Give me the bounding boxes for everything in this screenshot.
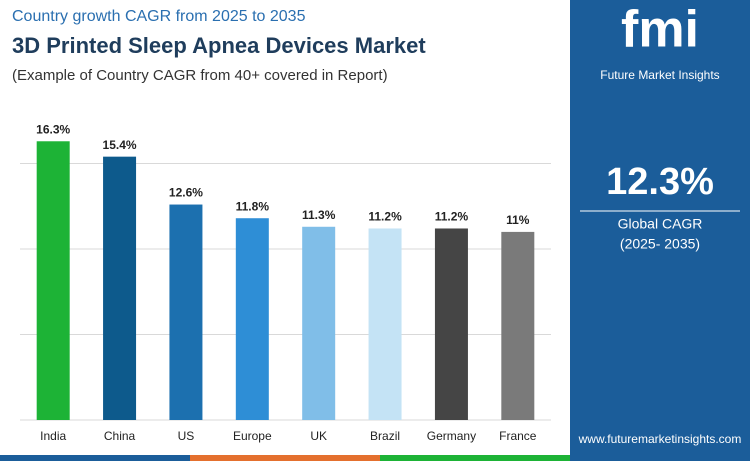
bar — [434, 228, 468, 420]
chart-title: 3D Printed Sleep Apnea Devices Market — [12, 33, 426, 58]
logo: fmi — [621, 1, 699, 59]
value-label: 11.3% — [302, 208, 336, 222]
bar — [368, 228, 402, 420]
strip — [570, 455, 750, 461]
side-panel — [570, 0, 750, 455]
value-label: 16.3% — [36, 122, 70, 136]
bar — [235, 218, 269, 420]
strip — [0, 455, 190, 461]
strip — [190, 455, 380, 461]
chart-subtitle: Country growth CAGR from 2025 to 2035 — [12, 8, 306, 25]
strip — [380, 455, 570, 461]
x-tick-label: Brazil — [370, 429, 400, 443]
value-label: 11% — [506, 213, 530, 227]
x-tick-label: India — [40, 429, 66, 443]
bar — [36, 141, 70, 420]
x-tick-label: US — [178, 429, 195, 443]
global-value: 12.3% — [606, 161, 714, 203]
x-tick-label: China — [104, 429, 136, 443]
x-tick-label: Germany — [427, 429, 476, 443]
value-label: 11.2% — [368, 210, 402, 224]
global-period: (2025- 2035) — [620, 236, 700, 252]
value-label: 15.4% — [103, 138, 137, 152]
brand: Future Market Insights — [600, 68, 719, 82]
x-tick-label: UK — [310, 429, 327, 443]
website: www.futuremarketinsights.com — [578, 432, 742, 446]
x-tick-label: Europe — [233, 429, 272, 443]
global-label: Global CAGR — [618, 216, 703, 232]
chart-note: (Example of Country CAGR from 40+ covere… — [12, 67, 388, 84]
bar — [103, 156, 137, 420]
bar — [302, 226, 336, 420]
value-label: 11.2% — [435, 210, 469, 224]
value-label: 11.8% — [236, 199, 270, 213]
value-label: 12.6% — [169, 186, 203, 200]
x-tick-label: France — [499, 429, 537, 443]
bar — [501, 231, 535, 420]
bar — [169, 204, 203, 420]
